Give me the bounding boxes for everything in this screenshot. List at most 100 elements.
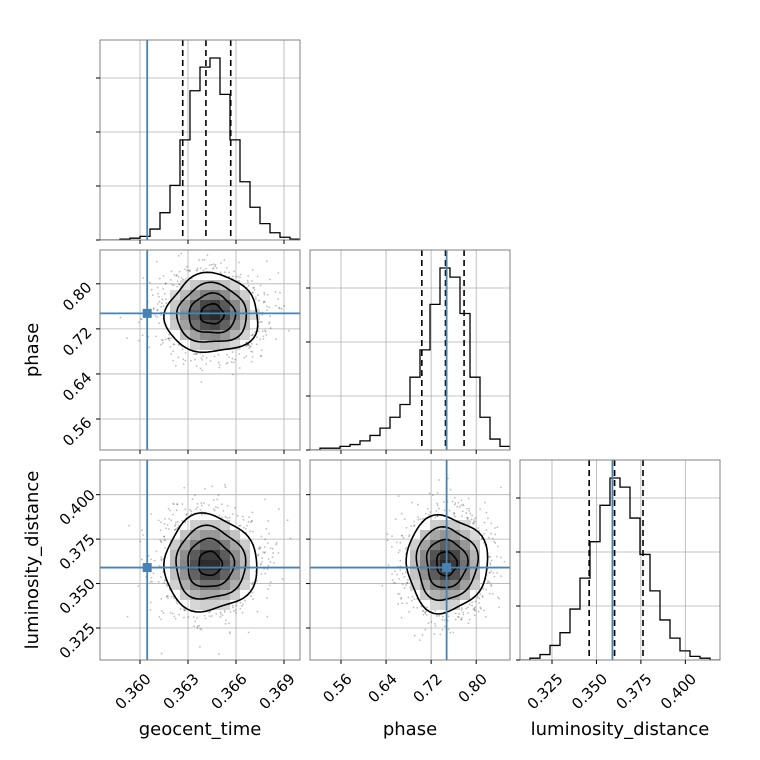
histogram-bar	[690, 656, 700, 660]
sample-point	[238, 524, 240, 527]
sample-point	[413, 634, 416, 637]
sample-point	[229, 632, 231, 635]
sample-point	[457, 501, 460, 504]
sample-point	[262, 338, 265, 340]
sample-point	[156, 309, 159, 311]
histogram-bar	[360, 441, 370, 450]
sample-point	[467, 612, 470, 614]
sample-point	[392, 581, 395, 584]
histogram-bar	[470, 377, 480, 450]
sample-point	[196, 626, 199, 629]
density-cell	[410, 570, 420, 580]
sample-point	[245, 524, 248, 527]
sample-point	[457, 616, 460, 619]
x-tick-label-geocent_time: 0.369	[256, 670, 299, 713]
sample-point	[433, 622, 436, 625]
density-cell	[170, 320, 180, 330]
sample-point	[174, 528, 177, 531]
sample-point	[386, 539, 389, 542]
sample-point	[438, 507, 440, 510]
panel-background	[520, 460, 720, 660]
sample-point	[217, 494, 220, 497]
sample-point	[150, 513, 153, 515]
sample-point	[173, 273, 176, 276]
sample-point	[405, 546, 408, 549]
sample-point	[232, 604, 234, 607]
sample-point	[483, 532, 486, 535]
sample-point	[159, 618, 162, 621]
sample-point	[234, 609, 237, 612]
sample-point	[407, 596, 410, 599]
sample-point	[220, 262, 223, 264]
histogram-bar	[650, 591, 660, 660]
sample-point	[447, 628, 450, 631]
sample-point	[470, 518, 473, 521]
sample-point	[266, 568, 269, 571]
sample-point	[213, 499, 215, 501]
density-cell	[170, 570, 180, 580]
x-axis-title-geocent_time: geocent_time	[139, 719, 262, 740]
sample-point	[406, 581, 409, 584]
density-cell	[200, 310, 210, 320]
density-cell	[470, 530, 480, 540]
sample-point	[249, 530, 252, 533]
sample-point	[256, 275, 259, 278]
sample-point	[408, 534, 411, 536]
sample-point	[181, 348, 184, 351]
sample-point	[196, 625, 199, 628]
histogram-bar	[150, 229, 160, 240]
sample-point	[260, 573, 263, 575]
sample-point	[160, 521, 162, 524]
sample-point	[166, 595, 168, 597]
sample-point	[454, 618, 457, 621]
sample-point	[180, 276, 183, 279]
sample-point	[150, 288, 153, 291]
sample-point	[482, 587, 485, 590]
sample-point	[434, 609, 437, 612]
sample-point	[250, 595, 252, 598]
density-cell	[220, 570, 230, 580]
joint-panel-phase-luminosity_distance	[306, 459, 511, 664]
sample-point	[192, 616, 195, 618]
density-cell	[210, 300, 220, 310]
y-tick-label-phase: 0.64	[59, 368, 95, 404]
sample-point	[158, 322, 161, 325]
sample-point	[419, 518, 422, 521]
sample-point	[480, 607, 482, 610]
density-cell	[420, 560, 430, 570]
truth-marker	[142, 308, 152, 318]
sample-point	[481, 594, 484, 597]
sample-point	[219, 271, 222, 274]
density-cell	[190, 570, 200, 580]
sample-point	[236, 515, 239, 517]
sample-point	[155, 335, 158, 338]
sample-point	[448, 509, 451, 512]
sample-point	[185, 514, 188, 516]
x-tick-label-phase: 0.64	[364, 670, 400, 706]
histogram-bar	[400, 405, 410, 451]
sample-point	[467, 622, 470, 625]
density-cell	[200, 580, 210, 590]
sample-point	[397, 592, 400, 595]
panel-frame	[309, 459, 511, 661]
sample-point	[257, 330, 260, 333]
sample-point	[460, 609, 463, 611]
sample-point	[391, 573, 393, 575]
sample-point	[164, 338, 167, 341]
sample-point	[160, 343, 163, 346]
panel-frame	[99, 249, 301, 451]
sample-point	[410, 501, 413, 504]
sample-point	[194, 620, 197, 623]
y-axis-title-phase: phase	[22, 323, 43, 377]
sample-point	[195, 365, 198, 367]
histogram-bar	[170, 185, 180, 240]
sample-point	[183, 609, 186, 611]
sample-point	[164, 539, 167, 542]
sample-point	[165, 298, 167, 301]
density-cell	[230, 540, 240, 550]
sample-point	[254, 331, 256, 333]
sample-point	[417, 518, 420, 521]
sample-point	[263, 291, 266, 294]
sample-point	[410, 599, 413, 602]
density-cell	[450, 540, 460, 550]
